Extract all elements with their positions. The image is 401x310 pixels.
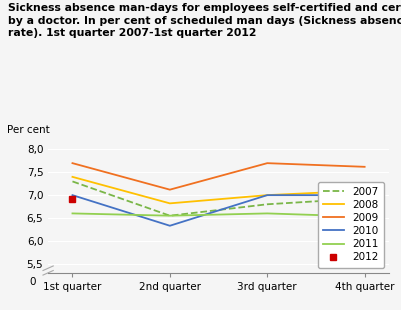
Text: Per cent: Per cent — [7, 125, 50, 135]
Legend: 2007, 2008, 2009, 2010, 2011, 2012: 2007, 2008, 2009, 2010, 2011, 2012 — [318, 182, 384, 268]
Text: Sickness absence man-days for employees self-certified and certified
by a doctor: Sickness absence man-days for employees … — [8, 3, 401, 38]
Text: 0: 0 — [29, 277, 35, 287]
